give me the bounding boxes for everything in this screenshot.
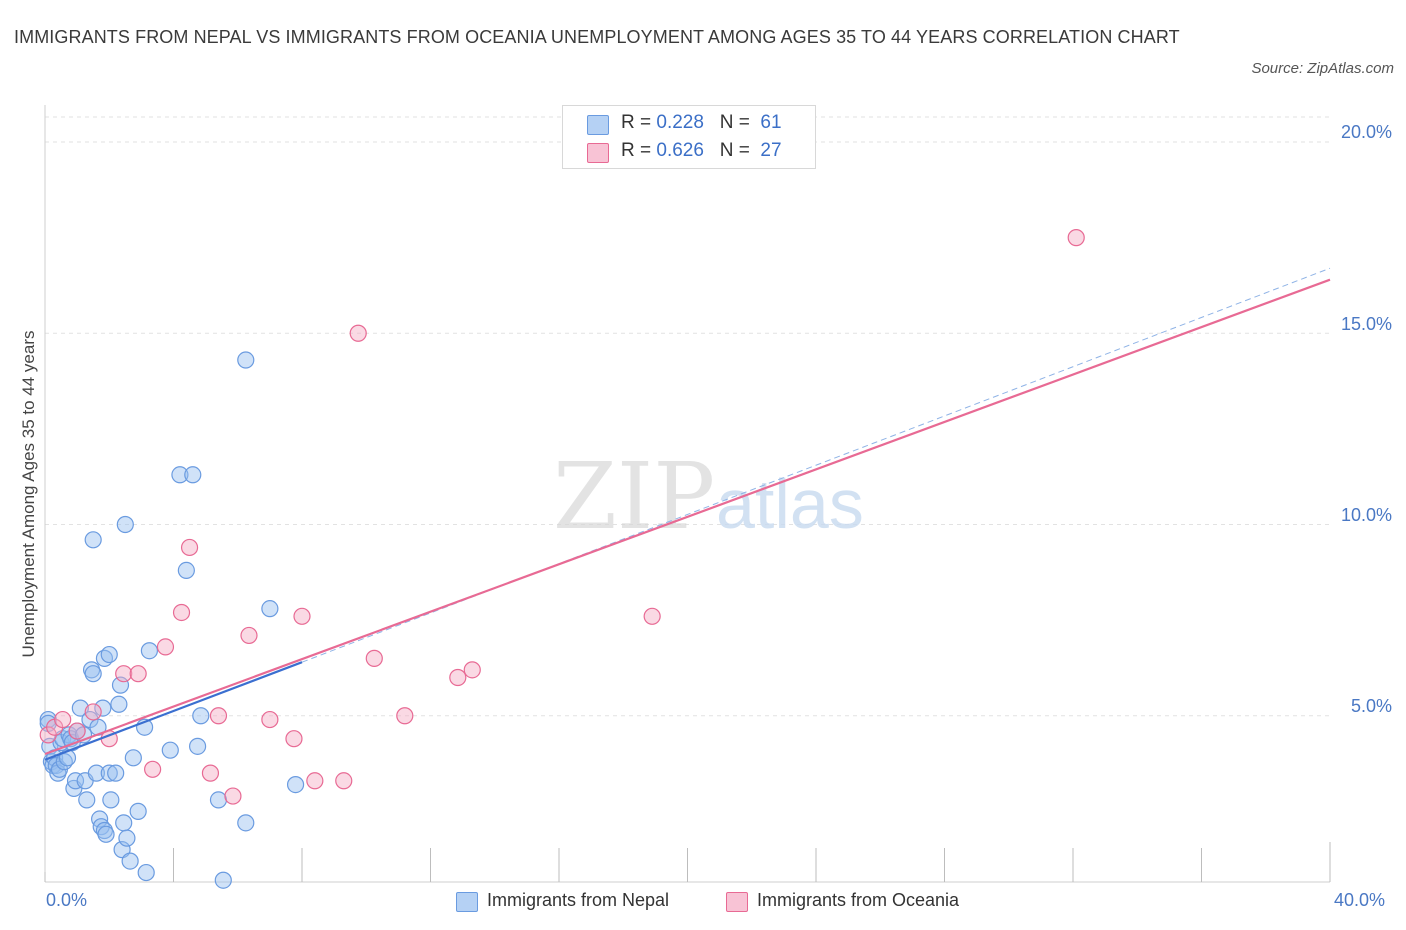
- n-value: 27: [760, 140, 782, 161]
- oceania-point: [201, 764, 220, 782]
- y-tick-label: 20.0%: [1340, 122, 1392, 142]
- oceania-point: [144, 760, 162, 778]
- stats-legend: R = 0.228 N = 61 R = 0.626 N = 27: [562, 105, 816, 169]
- nepal-point: [129, 802, 147, 820]
- oceania-point: [115, 665, 133, 683]
- oceania-point: [463, 661, 481, 679]
- watermark-atlas: atlas: [716, 465, 864, 543]
- oceania-point: [293, 607, 311, 625]
- r-value: 0.626: [656, 140, 704, 161]
- nepal-point: [237, 814, 255, 832]
- nepal-point: [102, 791, 120, 809]
- n-label: N =: [719, 140, 756, 161]
- y-tick-label: 10.0%: [1340, 505, 1392, 525]
- r-label: R =: [621, 140, 657, 161]
- legend-label-oceania: Immigrants from Oceania: [757, 890, 960, 910]
- chart-title: IMMIGRANTS FROM NEPAL VS IMMIGRANTS FROM…: [14, 27, 1180, 47]
- legend-swatch-oceania: [587, 143, 609, 163]
- nepal-point: [121, 852, 139, 870]
- oceania-point: [240, 626, 258, 645]
- nepal-point: [192, 707, 210, 725]
- n-label: N =: [719, 112, 756, 133]
- nepal-point: [100, 645, 118, 664]
- oceania-point: [349, 324, 367, 342]
- r-value: 0.228: [656, 112, 704, 133]
- oceania-point: [54, 710, 72, 729]
- nepal-point: [94, 699, 112, 717]
- oceania-point: [396, 707, 414, 725]
- nepal-point: [140, 642, 159, 660]
- oceania-point: [129, 665, 147, 683]
- nepal-point: [118, 829, 136, 847]
- legend-swatch-oceania: [726, 892, 748, 912]
- y-tick-label: 5.0%: [1350, 696, 1392, 716]
- nepal-point: [107, 764, 125, 782]
- r-label: R =: [621, 112, 657, 133]
- nepal-point: [184, 466, 202, 484]
- oceania-point: [261, 710, 279, 729]
- nepal-point: [78, 791, 96, 809]
- nepal-point: [110, 695, 128, 713]
- nepal-point: [137, 863, 155, 882]
- x-tick-label: 0.0%: [46, 890, 88, 910]
- oceania-trend-line: [44, 278, 1331, 756]
- nepal-point: [124, 749, 142, 767]
- nepal-point: [261, 600, 279, 618]
- watermark-zip: ZIP: [553, 443, 715, 550]
- oceania-point: [335, 772, 353, 790]
- oceania-point: [209, 707, 228, 725]
- oceania-point: [172, 603, 191, 622]
- oceania-point: [156, 638, 175, 656]
- oceania-point: [306, 772, 324, 790]
- nepal-point: [87, 764, 106, 782]
- nepal-point: [71, 699, 89, 717]
- nepal-point: [97, 825, 115, 843]
- nepal-point: [66, 772, 85, 790]
- oceania-point: [643, 607, 661, 625]
- nepal-point: [84, 531, 102, 549]
- oceania-point: [84, 703, 102, 721]
- nepal-point: [237, 351, 255, 369]
- nepal-trend-line: [44, 661, 303, 761]
- nepal-point: [214, 871, 232, 889]
- nepal-point: [115, 814, 133, 832]
- oceania-point: [1067, 229, 1085, 247]
- n-value: 61: [760, 112, 782, 133]
- nepal-point: [116, 515, 134, 534]
- nepal-point: [84, 665, 102, 683]
- oceania-point: [180, 538, 199, 557]
- legend-swatch-nepal: [587, 115, 609, 135]
- nepal-point: [286, 775, 305, 794]
- chart-source: Source: ZipAtlas.com: [1251, 60, 1394, 77]
- nepal-point: [177, 561, 195, 580]
- legend-label-nepal: Immigrants from Nepal: [487, 890, 670, 910]
- oceania-point: [224, 787, 242, 805]
- oceania-point: [285, 730, 303, 748]
- nepal-point: [188, 737, 207, 755]
- nepal-point: [100, 764, 118, 782]
- oceania-point: [449, 668, 467, 687]
- oceania-point: [365, 649, 383, 667]
- x-tick-label: 40.0%: [1334, 890, 1386, 910]
- oceania-point: [68, 722, 86, 740]
- nepal-point: [161, 741, 179, 759]
- nepal-point: [209, 791, 228, 809]
- y-tick-label: 15.0%: [1340, 314, 1392, 334]
- legend-swatch-nepal: [456, 892, 478, 912]
- nepal-point: [171, 466, 189, 484]
